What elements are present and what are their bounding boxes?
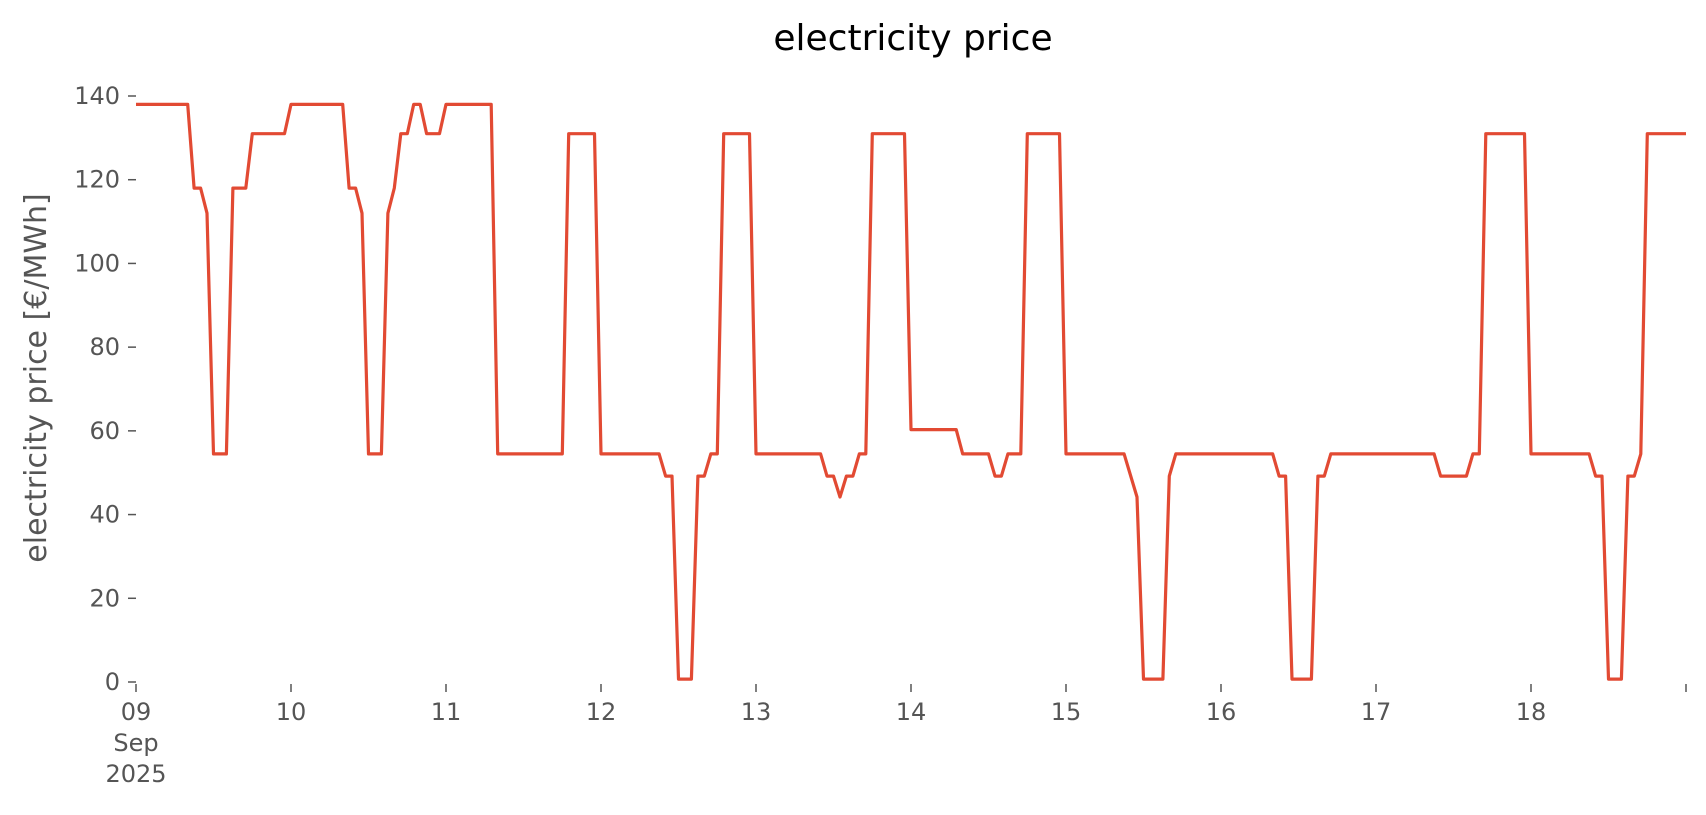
x-tick-label: 10	[276, 698, 307, 726]
x-tick-label: 14	[896, 698, 927, 726]
y-tick-label: 40	[89, 501, 120, 529]
y-tick-label: 0	[105, 668, 120, 696]
y-axis: 0 20 40 60 80 100 120 140	[74, 82, 136, 696]
x-tick-label: 13	[741, 698, 772, 726]
y-axis-label: electricity price [€/MWh]	[19, 193, 54, 562]
x-tick-label: 15	[1051, 698, 1082, 726]
y-tick-label: 140	[74, 82, 120, 110]
x-tick-label: 09	[121, 698, 152, 726]
x-tick-label: 12	[586, 698, 617, 726]
x-tick-label: 17	[1361, 698, 1392, 726]
y-tick-label: 120	[74, 166, 120, 194]
x-tick-label: 16	[1206, 698, 1237, 726]
x-tick-sublabel: Sep	[113, 729, 158, 757]
series-line	[136, 102, 1686, 681]
y-tick-label: 100	[74, 249, 120, 277]
y-tick-label: 20	[89, 584, 120, 612]
y-tick-label: 60	[89, 417, 120, 445]
chart-title: electricity price	[773, 18, 1052, 59]
x-tick-label: 11	[431, 698, 462, 726]
plot-area	[136, 102, 1686, 681]
y-tick-label: 80	[89, 333, 120, 361]
x-tick-sublabel: 2025	[105, 760, 166, 788]
x-tick-label: 18	[1516, 698, 1547, 726]
x-axis: 09 Sep 2025 10 11 12 13 14 15 16 17 18	[105, 684, 1687, 788]
